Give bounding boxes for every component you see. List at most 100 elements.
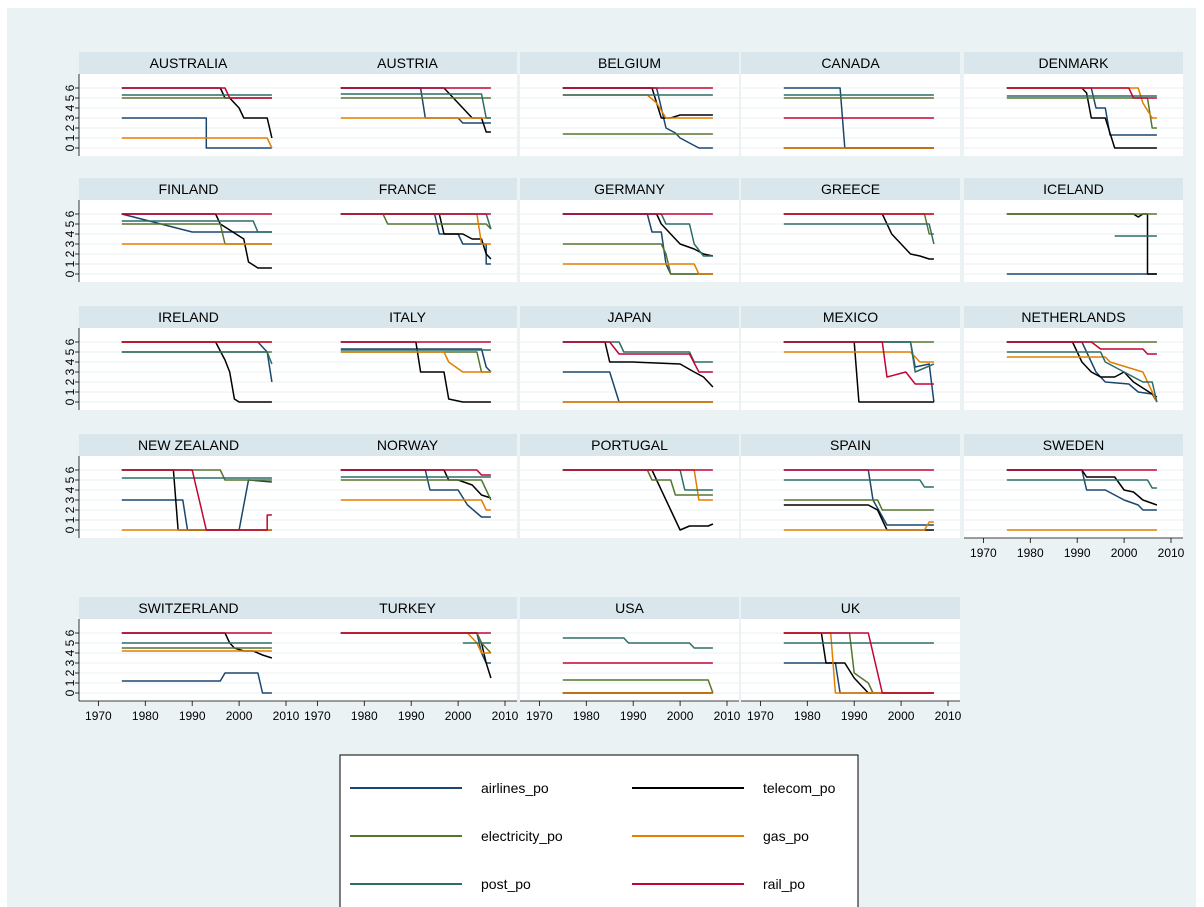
panel-spain: SPAIN xyxy=(741,434,960,538)
x-tick-label: 2010 xyxy=(1158,546,1185,560)
plot-area xyxy=(79,456,298,538)
series-line-post xyxy=(562,637,713,649)
panel-canada: CANADA xyxy=(741,52,960,156)
x-tick-label: 2000 xyxy=(888,709,915,723)
y-tick-label: 5 xyxy=(63,348,77,355)
y-tick-label: 6 xyxy=(63,210,77,217)
x-tick-label: 1970 xyxy=(85,709,112,723)
series-line-rail xyxy=(783,341,934,385)
series-line-telecom xyxy=(121,632,273,659)
series-line-rail xyxy=(340,469,491,476)
plot-area xyxy=(741,328,960,410)
panel-netherlands: NETHERLANDS xyxy=(964,306,1183,410)
y-tick-label: 3 xyxy=(63,114,77,121)
panel-title: JAPAN xyxy=(607,309,651,325)
panel-mexico: MEXICO xyxy=(741,306,960,410)
panels-layer: AUSTRALIA 0 1 2 3 4 5 6 AUSTRIA BELGIUM CANADA DENM… xyxy=(63,52,1185,723)
y-tick-label: 6 xyxy=(63,338,77,345)
panel-title: NEW ZEALAND xyxy=(138,437,239,453)
legend: airlines_po telecom_po electricity_po gas_p… xyxy=(339,754,859,907)
panel-sweden: SWEDEN 1970 1980 1990 2000 2010 xyxy=(964,434,1185,560)
x-tick-label: 2000 xyxy=(667,709,694,723)
panel-finland: FINLAND 0 1 2 3 4 5 6 xyxy=(63,178,298,282)
series-line-telecom xyxy=(1006,341,1158,398)
series-line-gas xyxy=(121,137,273,149)
panel-strip xyxy=(79,434,298,456)
y-tick-label: 4 xyxy=(63,358,77,365)
series-line-rail xyxy=(121,87,272,99)
panel-japan: JAPAN xyxy=(520,306,739,410)
y-tick-label: 4 xyxy=(63,104,77,111)
x-tick-label: 2000 xyxy=(445,709,472,723)
x-tick-label: 1970 xyxy=(526,709,553,723)
x-tick-label: 1980 xyxy=(132,709,159,723)
panel-strip xyxy=(964,178,1183,200)
panel-norway: NORWAY xyxy=(298,434,517,538)
x-tick-label: 1990 xyxy=(620,709,647,723)
panel-title: NORWAY xyxy=(377,437,439,453)
x-tick-label: 1990 xyxy=(1064,546,1091,560)
y-tick-label: 3 xyxy=(63,496,77,503)
plot-area xyxy=(964,328,1183,410)
legend-box xyxy=(339,754,859,907)
series-line-gas xyxy=(340,351,491,373)
plot-area xyxy=(79,328,298,410)
panel-title: AUSTRIA xyxy=(377,55,438,71)
series-line-airlines xyxy=(121,117,272,149)
panel-title: SWITZERLAND xyxy=(138,600,238,616)
panel-title: PORTUGAL xyxy=(591,437,668,453)
series-line-telecom xyxy=(340,213,492,260)
plot-area xyxy=(964,200,1183,282)
y-tick-label: 4 xyxy=(63,230,77,237)
panel-strip xyxy=(520,52,739,74)
plot-area xyxy=(520,619,739,701)
panel-strip xyxy=(79,306,298,328)
plot-area xyxy=(79,74,298,156)
panel-strip xyxy=(520,434,739,456)
y-tick-label: 6 xyxy=(63,466,77,473)
x-tick-label: 2000 xyxy=(1111,546,1138,560)
panel-austria: AUSTRIA xyxy=(298,52,517,156)
x-tick-label: 1980 xyxy=(573,709,600,723)
panel-title: GERMANY xyxy=(594,181,665,197)
small-multiples-chart: AUSTRALIA 0 1 2 3 4 5 6 AUSTRIA BELGIUM CANADA DENM… xyxy=(63,52,1185,907)
panel-strip xyxy=(520,178,739,200)
panel-strip xyxy=(298,178,517,200)
panel-strip xyxy=(741,306,960,328)
panel-strip xyxy=(520,597,739,619)
y-tick-label: 2 xyxy=(63,669,77,676)
series-line-airlines xyxy=(340,213,491,265)
panel-title: ITALY xyxy=(389,309,426,325)
y-tick-label: 1 xyxy=(63,134,77,141)
panel-strip xyxy=(298,306,517,328)
series-line-post xyxy=(783,479,934,488)
legend-label-telecom: telecom_po xyxy=(763,780,836,796)
series-line-post xyxy=(783,223,935,245)
series-line-telecom xyxy=(1006,469,1158,506)
panel-denmark: DENMARK xyxy=(964,52,1183,156)
legend-label-gas: gas_po xyxy=(763,828,809,844)
y-tick-label: 2 xyxy=(63,124,77,131)
panel-title: MEXICO xyxy=(823,309,878,325)
series-line-electricity xyxy=(783,499,934,511)
y-tick-label: 5 xyxy=(63,220,77,227)
series-line-telecom xyxy=(562,469,714,531)
panel-strip xyxy=(964,434,1183,456)
series-line-gas xyxy=(562,263,713,275)
series-line-post xyxy=(121,220,272,233)
series-line-airlines xyxy=(1006,341,1158,403)
x-tick-label: 2010 xyxy=(273,709,300,723)
y-tick-label: 2 xyxy=(63,250,77,257)
panel-title: FINLAND xyxy=(159,181,219,197)
panel-italy: ITALY xyxy=(298,306,517,410)
plot-area xyxy=(298,200,517,282)
panel-france: FRANCE xyxy=(298,178,517,282)
panel-title: AUSTRALIA xyxy=(150,55,228,71)
series-line-airlines xyxy=(340,348,492,373)
panel-iceland: ICELAND xyxy=(964,178,1183,282)
x-tick-label: 2010 xyxy=(492,709,519,723)
y-tick-label: 1 xyxy=(63,388,77,395)
series-line-gas xyxy=(783,351,934,363)
panel-title: IRELAND xyxy=(158,309,219,325)
plot-area xyxy=(298,328,517,410)
